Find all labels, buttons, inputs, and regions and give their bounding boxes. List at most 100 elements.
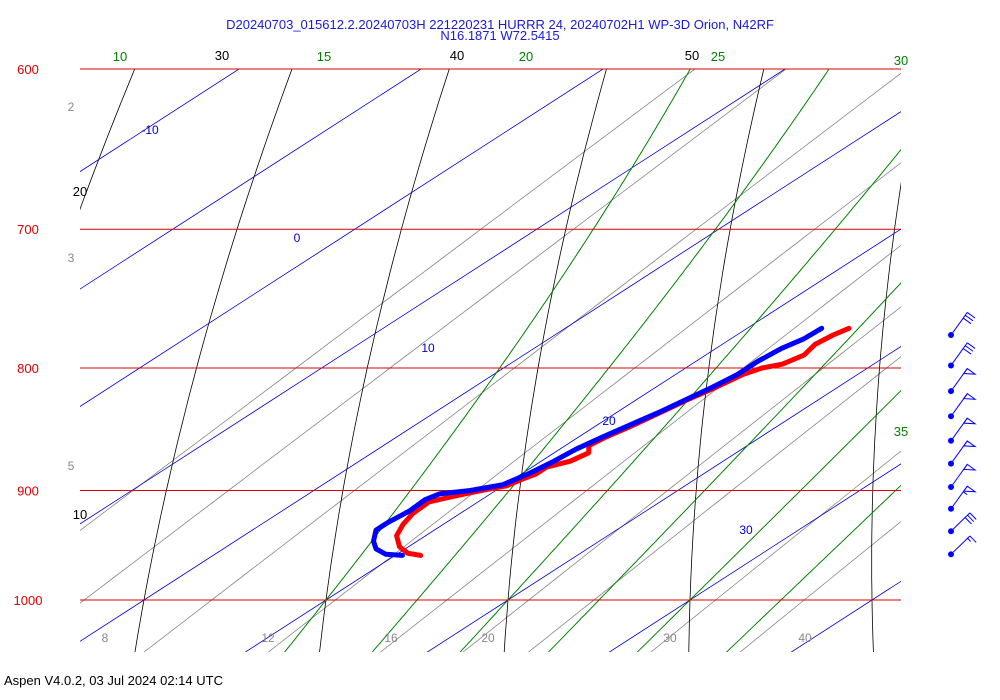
wind-barb [948,440,977,467]
moist-adiabat-label: 35 [894,424,908,439]
wind-barb-flag [969,512,977,520]
wind-barb-half-flag [967,537,972,542]
mixing-ratio-line [739,520,901,652]
wind-barb-flag [967,514,975,523]
mixing-ratio-label: 2 [68,100,75,114]
wind-barb [948,535,977,558]
dry-adiabat-line [871,181,901,652]
mixing-ratio-label: 5 [68,459,75,473]
dry-adiabat-label: 50 [685,48,699,63]
dry-adiabat-line [80,69,136,211]
wind-barb-flag [964,517,972,525]
isotherm-line [244,228,901,652]
wind-barb [948,367,977,395]
wind-barb-pennant [962,440,977,448]
pressure-tick-label: 700 [17,222,39,237]
isotherm-line [790,580,901,652]
isotherm-line [80,69,786,525]
moist-adiabat-line [284,69,691,652]
mixing-ratio-label: 16 [384,631,398,645]
isotherm-line [80,69,604,407]
wind-barb-flag [964,314,974,322]
mixing-ratio-label: 20 [481,631,495,645]
pressure-tick-label: 900 [17,483,39,498]
wind-barb [948,342,976,369]
mixing-ratio-line [527,356,901,652]
mixing-ratio-label: 12 [261,631,275,645]
dry-adiabat-line [319,69,450,652]
wind-barb-staff [950,342,968,366]
moist-adiabat-label: 25 [711,49,725,64]
wind-barb-flag [964,345,974,352]
wind-barb-pennant [962,367,977,375]
isotherm-line [0,0,168,661]
wind-barb-pennant [962,392,977,400]
wind-barb-flag [962,348,972,355]
moist-adiabat-label: 15 [317,49,331,64]
chart-title-line-2: N16.1871 W72.5415 [440,28,560,43]
isotherm-line [426,345,901,652]
dry-adiabat-label: 40 [450,48,464,63]
wind-barb [948,312,976,339]
wind-barb-pennant [962,417,977,425]
wind-barb-half-flag [962,491,968,496]
wind-barb [948,417,977,444]
isotherm-line [80,69,422,290]
mixing-ratio-line [267,162,901,652]
dry-adiabat-label: 30 [215,48,229,63]
isotherm-line [80,111,901,642]
dry-adiabat-line [0,0,11,661]
mixing-ratio-line [462,306,901,652]
dry-adiabat-line [134,69,293,652]
isotherm-line [80,69,240,173]
mixing-ratio-label: 8 [102,631,109,645]
moist-adiabat-label: 10 [113,49,127,64]
wind-barb-pennant [962,463,977,471]
pressure-tick-label: 600 [17,62,39,77]
mixing-ratio-line [80,69,696,532]
mixing-ratio-label: 3 [68,251,75,265]
moist-adiabat-line [371,69,830,652]
isotherm-label: 30 [739,523,753,537]
isotherm-label: 0 [294,231,301,245]
wind-barbs [948,312,977,558]
pressure-tick-label: 800 [17,361,39,376]
wind-barb [948,512,977,535]
moist-adiabat-line [459,148,901,652]
mixing-ratio-line [143,72,901,652]
isotherm-line [960,0,1000,661]
moist-adiabat-line [547,282,901,652]
dry-adiabat-line [503,69,607,652]
mixing-ratio-label: 30 [663,631,677,645]
wind-barb [948,485,977,512]
footer-version: Aspen V4.0.2, 03 Jul 2024 02:14 UTC [4,673,223,688]
mixing-ratio-line [379,244,901,652]
dry-adiabat-line [688,69,765,652]
dewpoint-trace [371,325,825,558]
sounding-traces [371,325,852,558]
dry-adiabat-label: 20 [73,184,87,199]
isotherm-label: 10 [421,341,435,355]
mixing-ratio-line [650,450,901,652]
temperature-trace [394,325,852,558]
moist-adiabat-label: 30 [894,53,908,68]
grid-lines [0,0,1000,661]
wind-barb-staff [950,312,968,336]
wind-barb-flag [966,342,976,349]
chart-title-line-1: D20240703_015612.2.20240703H 221220231 H… [226,17,774,32]
wind-barb-staff [950,535,971,555]
wind-barb-flag [969,535,977,543]
mixing-ratio-line [80,69,787,604]
pressure-tick-label: 1000 [14,593,43,608]
wind-barb-flag [966,312,976,319]
wind-barb-pennant [962,485,977,493]
isotherm-label: -10 [141,123,159,137]
moist-adiabat-line [725,484,901,652]
wind-barb-flag [962,317,972,325]
isotherm-label: 20 [602,414,616,428]
wind-barb [948,392,977,420]
wind-barb [948,463,977,491]
moist-adiabat-line [636,389,901,652]
mixing-ratio-label: 40 [798,631,812,645]
